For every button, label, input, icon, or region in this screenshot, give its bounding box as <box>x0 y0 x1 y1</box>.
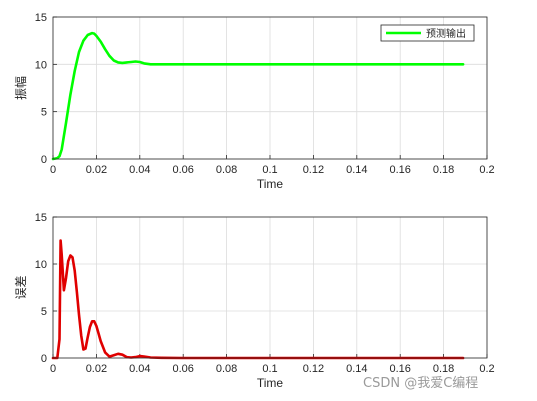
x-axis-label: Time <box>257 177 284 191</box>
x-tick-label: 0.2 <box>479 164 494 176</box>
x-tick-label: 0.04 <box>129 363 150 375</box>
x-tick-label: 0.08 <box>216 164 237 176</box>
x-tick-label: 0.16 <box>389 363 410 375</box>
y-tick-label: 15 <box>35 12 47 24</box>
x-tick-label: 0.02 <box>86 363 107 375</box>
amplitude-plot: 0 0.02 0.04 0.06 0.08 0.1 0.12 0.14 0.16 0.18 0.2 0… <box>13 12 495 191</box>
watermark-text: CSDN @我爱C编程 <box>363 376 478 391</box>
y-tick-label: 5 <box>41 107 47 119</box>
x-tick-label: 0.14 <box>346 164 367 176</box>
axes-box <box>52 216 488 359</box>
y-tick-label: 15 <box>35 212 47 224</box>
predicted-output-line <box>51 31 465 161</box>
x-tick-label: 0.12 <box>303 363 324 375</box>
x-tick-label: 0.06 <box>172 363 193 375</box>
y-axis-label: 振幅 <box>13 76 28 100</box>
x-tick-label: 0.02 <box>86 164 107 176</box>
y-tick-label: 10 <box>35 259 47 271</box>
x-tick-label: 0.1 <box>262 164 277 176</box>
x-tick-label: 0 <box>50 363 56 375</box>
error-plot: 0 0.02 0.04 0.06 0.08 0.1 0.12 0.14 0.16 0.18 0.2 0… <box>14 212 495 390</box>
x-tick-label: 0.08 <box>216 363 237 375</box>
x-tick-label: 0 <box>50 164 56 176</box>
legend-label: 预测输出 <box>426 27 466 40</box>
x-tick-label: 0.12 <box>303 164 324 176</box>
axes-box <box>52 16 488 160</box>
y-tick-label: 5 <box>41 306 47 318</box>
error-line <box>51 239 465 360</box>
x-tick-label: 0.1 <box>262 363 277 375</box>
x-tick-label: 0.16 <box>389 164 410 176</box>
legend-box <box>380 24 475 42</box>
x-tick-label: 0.04 <box>129 164 150 176</box>
x-tick-label: 0.18 <box>433 363 454 375</box>
x-tick-label: 0.18 <box>433 164 454 176</box>
y-tick-label: 0 <box>41 154 47 166</box>
x-tick-label: 0.14 <box>346 363 367 375</box>
x-axis-label: Time <box>257 376 284 390</box>
y-axis-label: 误差 <box>14 275 28 299</box>
x-tick-label: 0.2 <box>479 363 494 375</box>
y-tick-label: 10 <box>35 59 47 71</box>
x-tick-label: 0.06 <box>172 164 193 176</box>
y-tick-label: 0 <box>41 353 47 365</box>
